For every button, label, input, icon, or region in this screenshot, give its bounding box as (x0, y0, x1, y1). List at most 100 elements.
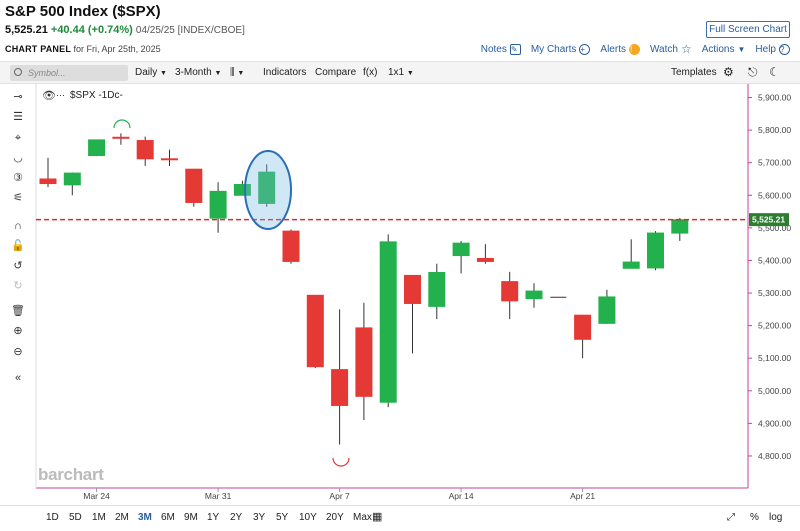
range-button-9m[interactable]: 9M (184, 512, 198, 523)
range-button-5d[interactable]: 5D (69, 512, 82, 523)
dark-mode-icon[interactable]: ☾ (769, 65, 780, 79)
crosshair-line-icon[interactable]: ⊸ (13, 91, 23, 103)
range-button-2m[interactable]: 2M (115, 512, 129, 523)
log-toggle[interactable]: log (769, 512, 783, 523)
percent-toggle[interactable]: % (750, 512, 759, 523)
price-tick-label: 5,100.00 (758, 353, 791, 363)
legend-menu-icon[interactable]: ⋯ (56, 90, 65, 100)
notes-label: Notes (480, 43, 507, 55)
time-tick-label: Apr 7 (329, 491, 350, 501)
notes-link[interactable]: Notes ✎ (480, 43, 521, 55)
trash-icon[interactable]: 🗑 (11, 305, 25, 317)
range-button-3y[interactable]: 3Y (253, 512, 266, 523)
time-tick-label: Apr 21 (570, 491, 595, 501)
reset-icon[interactable]: ⎋ (748, 65, 758, 79)
candle-body (622, 261, 640, 269)
range-button-max[interactable]: Max (353, 512, 372, 523)
watch-link[interactable]: Watch ☆ (650, 42, 692, 56)
last-price-tag (749, 213, 789, 227)
candles-icon: ⫼ (230, 67, 235, 78)
candle-body (185, 168, 203, 203)
range-button-20y[interactable]: 20Y (326, 512, 344, 523)
lock-icon[interactable]: 🔓 (11, 240, 25, 252)
candle-body (39, 178, 57, 185)
chart-panel-label: CHART PANEL for Fri, Apr 25th, 2025 (5, 44, 161, 54)
undo-icon[interactable]: ↺ (13, 260, 23, 272)
last-price-tag-label: 5,525.21 (752, 215, 785, 225)
top-links: Notes ✎ My Charts + Alerts! Watch ☆ Actions… (481, 42, 790, 56)
indicators-button[interactable]: Indicators (263, 67, 307, 78)
candle-body (258, 171, 276, 204)
range-button-6m[interactable]: 6M (161, 512, 175, 523)
time-tick-label: Apr 14 (449, 491, 474, 501)
magnet-icon[interactable]: ∩ (14, 220, 22, 232)
expand-icon[interactable]: ⤢ (727, 512, 735, 523)
period-select[interactable]: Daily ▼ (135, 67, 167, 78)
range-button-3m[interactable]: 3M (138, 512, 152, 523)
range-button-1m[interactable]: 1M (92, 512, 106, 523)
calendar-icon[interactable]: ▦ (372, 511, 383, 523)
alert-icon: ! (628, 43, 640, 55)
candle-body (671, 219, 689, 234)
compare-button[interactable]: Compare (315, 67, 357, 78)
candle-body (355, 327, 373, 397)
range-button-2y[interactable]: 2Y (230, 512, 243, 523)
alerts-link[interactable]: Alerts! (600, 43, 640, 55)
fib-tool-icon[interactable]: ☰ (13, 111, 23, 123)
zoom-out-icon[interactable]: ⊖ (13, 346, 23, 358)
curve-icon[interactable]: ◡ (13, 152, 23, 164)
question-icon: ? (779, 43, 790, 55)
range-bar: 1D 5D 1M 2M 3M 6M 9M 1Y 2Y 3Y 5Y 10Y 20Y Max ▦ ⤢ % lo… (0, 505, 800, 531)
range-button-5y[interactable]: 5Y (276, 512, 289, 523)
candle-body (112, 136, 130, 139)
redo-icon[interactable]: ↻ (13, 280, 23, 292)
candle-body (501, 281, 519, 302)
chart-toolbar: Symbol... Daily ▼ 3-Month ▼ ⫼ ▼ Indicato… (0, 61, 800, 84)
counter-icon[interactable]: ③ (13, 172, 23, 184)
drawing-tools-sidebar: ⊸ ☰ ⌖ ◡ ③ ⚟ ∩ 🔓 ↺ ↻ 🗑 ⊕ ⊖ « (0, 84, 36, 504)
range-button-1d[interactable]: 1D (46, 512, 59, 523)
candle-body (63, 172, 81, 186)
gear-icon[interactable]: ⚙ (723, 65, 734, 79)
header: S&P 500 Index ($SPX) 5,525.21 +40.44 (+0… (0, 0, 800, 62)
range-select[interactable]: 3-Month ▼ (175, 67, 221, 78)
search-placeholder: Symbol... (28, 68, 66, 78)
chevron-down-icon: ▼ (737, 44, 746, 54)
barchart-logo: barchart (38, 465, 104, 484)
quote-line: 5,525.21 +40.44 (+0.74%) 04/25/25 [INDEX… (5, 24, 245, 36)
price-chart[interactable]: 5,900.00 5,800.00 5,700.00 5,600.00 5,500.00… (0, 84, 800, 505)
my-charts-label: My Charts (530, 43, 577, 55)
help-link[interactable]: Help? (755, 43, 790, 55)
zoom-in-icon[interactable]: ⊕ (13, 325, 23, 337)
high-marker (113, 119, 131, 129)
range-button-10y[interactable]: 10Y (299, 512, 317, 523)
function-button[interactable]: f(x) (363, 67, 378, 78)
templates-button[interactable]: Templates (671, 67, 717, 78)
pattern-icon[interactable]: ⚟ (13, 192, 23, 204)
period-label: Daily (135, 67, 158, 78)
candle-body (331, 369, 349, 406)
my-charts-link[interactable]: My Charts + (530, 43, 591, 55)
candles (39, 133, 689, 445)
price-change: +40.44 (+0.74%) (50, 24, 133, 36)
symbol-search-input[interactable]: Symbol... (10, 65, 128, 81)
eye-icon[interactable]: 👁 (42, 89, 56, 102)
collapse-icon[interactable]: « (14, 372, 22, 384)
candle-body (476, 257, 494, 262)
full-screen-chart-button[interactable]: Full Screen Chart (706, 21, 790, 38)
page-title: S&P 500 Index ($SPX) (5, 3, 161, 20)
plus-icon: + (579, 43, 591, 55)
candle-body (282, 230, 300, 262)
price-tick-label: 5,300.00 (758, 288, 791, 298)
actions-menu[interactable]: Actions ▼ (702, 44, 746, 55)
chart-type-select[interactable]: ⫼ ▼ (230, 67, 244, 78)
last-price: 5,525.21 (5, 24, 48, 36)
chart-legend: 👁 ⋯ $SPX -1Dc- (42, 89, 123, 102)
price-tick-label: 5,500.00 (758, 223, 791, 233)
layout-select[interactable]: 1x1 ▼ (388, 67, 414, 78)
time-tick-label: Mar 31 (205, 491, 232, 501)
range-button-1y[interactable]: 1Y (207, 512, 220, 523)
search-icon (14, 68, 22, 76)
candle-body (404, 274, 421, 304)
shapes-icon[interactable]: ⌖ (14, 132, 22, 144)
